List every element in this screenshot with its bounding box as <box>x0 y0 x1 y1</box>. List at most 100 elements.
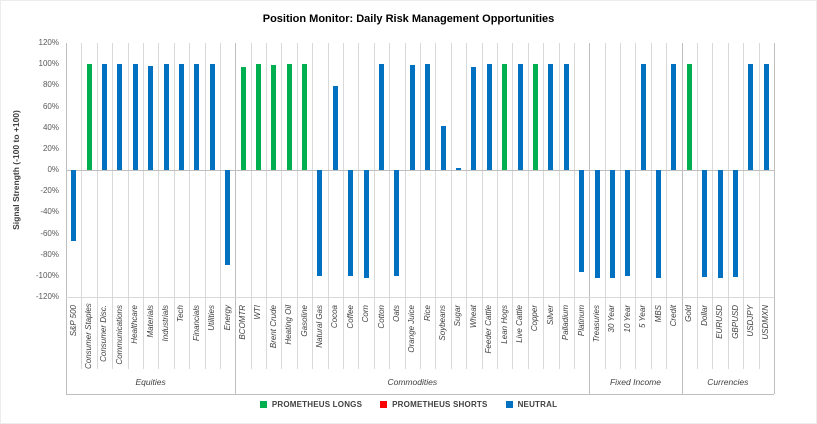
y-tick-label: -60% <box>40 228 59 238</box>
bar-mbs <box>656 170 662 278</box>
category-gridline <box>219 43 221 369</box>
category-label-wheat: Wheat <box>468 305 478 329</box>
bar-usdjpy <box>748 64 754 170</box>
category-label-consumer-staples: Consumer Staples <box>84 303 94 369</box>
group-label-commodities: Commodities <box>387 377 438 387</box>
category-label-heating-oil: Heating Oil <box>284 305 294 345</box>
y-tick-label: 60% <box>42 101 59 111</box>
category-gridline <box>281 43 283 369</box>
category-gridline <box>496 43 498 369</box>
category-label-financials: Financials <box>191 305 201 342</box>
y-tick-label: 100% <box>38 59 59 69</box>
group-divider-line <box>681 43 683 394</box>
bar-gold <box>686 64 692 170</box>
category-gridline <box>466 43 468 369</box>
category-gridline <box>512 43 514 369</box>
category-gridline <box>204 43 206 369</box>
category-gridline <box>312 43 314 369</box>
category-label-cocoa: Cocoa <box>330 305 340 329</box>
bar-live-cattle <box>517 64 523 170</box>
category-label-feeder-cattle: Feeder Cattle <box>484 305 494 354</box>
category-label-energy: Energy <box>222 305 232 331</box>
category-gridline <box>327 43 329 369</box>
group-divider-line <box>66 43 67 394</box>
category-gridline <box>435 43 437 369</box>
category-label-dollar: Dollar <box>699 305 709 326</box>
category-label-corn: Corn <box>361 305 371 323</box>
category-gridline <box>158 43 160 369</box>
category-label-utilities: Utilities <box>207 305 217 331</box>
category-label-tech: Tech <box>176 305 186 323</box>
bar-usdmxn <box>763 64 769 170</box>
category-gridline <box>373 43 375 369</box>
legend-label: PROMETHEUS LONGS <box>271 400 363 409</box>
bar-30-year <box>609 170 615 278</box>
category-label-mbs: MBS <box>653 305 663 323</box>
bar-bcomtr <box>240 67 246 170</box>
category-label-materials: Materials <box>145 305 155 338</box>
category-label-30-year: 30 Year <box>607 305 617 333</box>
y-tick-label: -120% <box>35 292 59 301</box>
category-label-industrials: Industrials <box>161 305 171 342</box>
category-label-sugar: Sugar <box>453 305 463 327</box>
bar-heating-oil <box>286 64 292 170</box>
legend-swatch-icon <box>259 401 267 408</box>
group-divider-line <box>774 43 775 394</box>
legend-item-prometheus-shorts: PROMETHEUS SHORTS <box>380 400 487 409</box>
bar-feeder-cattle <box>486 64 492 170</box>
category-gridline <box>573 43 575 369</box>
bar-cocoa <box>332 86 338 170</box>
category-gridline <box>727 43 729 369</box>
bar-utilities <box>209 64 215 170</box>
category-label-rice: Rice <box>422 305 432 322</box>
category-gridline <box>173 43 175 369</box>
y-tick-label: -80% <box>40 249 59 259</box>
category-label-eurusd: EURUSD <box>715 305 725 339</box>
bar-10-year <box>625 170 631 276</box>
zero-axis-line <box>66 170 774 171</box>
category-label-orange-juice: Orange Juice <box>407 305 417 353</box>
category-label-lean-hogs: Lean Hogs <box>499 305 509 344</box>
bar-orange-juice <box>409 65 415 170</box>
category-label-live-cattle: Live Cattle <box>515 305 525 343</box>
y-tick-label: 80% <box>42 80 59 90</box>
group-label-fixed-income: Fixed Income <box>609 377 661 387</box>
bar-lean-hogs <box>502 64 508 170</box>
bar-natural-gas <box>317 170 323 276</box>
category-label-palladium: Palladium <box>561 305 571 341</box>
bar-consumer-disc <box>101 64 107 170</box>
category-gridline <box>81 43 83 369</box>
bar-brent-crude <box>271 65 277 170</box>
category-gridline <box>404 43 406 369</box>
legend-label: NEUTRAL <box>517 400 558 409</box>
category-gridline <box>450 43 452 369</box>
category-gridline <box>620 43 622 369</box>
bar-industrials <box>163 64 169 170</box>
bar-eurusd <box>717 170 723 278</box>
bar-credit <box>671 64 677 170</box>
bar-communications <box>117 64 123 170</box>
category-label-usdmxn: USDMXN <box>761 305 771 340</box>
bar-palladium <box>563 64 569 170</box>
category-gridline <box>358 43 360 369</box>
category-label-soybeans: Soybeans <box>438 305 448 341</box>
axis-base-line <box>66 394 774 395</box>
category-label-consumer-disc: Consumer Disc. <box>99 305 109 362</box>
bar-gbpusd <box>733 170 739 277</box>
category-label-communications: Communications <box>114 305 124 365</box>
category-label-oats: Oats <box>391 305 401 322</box>
y-tick-label: -40% <box>40 207 59 217</box>
category-label-usdjpy: USDJPY <box>745 305 755 337</box>
category-label-wti: WTI <box>253 305 263 320</box>
category-label-brent-crude: Brent Crude <box>268 305 278 349</box>
y-tick-label: 120% <box>38 38 59 47</box>
bar-wheat <box>471 67 477 170</box>
bar-5-year <box>640 64 646 170</box>
bar-financials <box>194 64 200 170</box>
category-label-copper: Copper <box>530 305 540 332</box>
category-gridline <box>743 43 745 369</box>
category-label-s-p-500: S&P 500 <box>68 305 78 337</box>
bar-sugar <box>455 167 461 170</box>
category-label-natural-gas: Natural Gas <box>314 305 324 348</box>
